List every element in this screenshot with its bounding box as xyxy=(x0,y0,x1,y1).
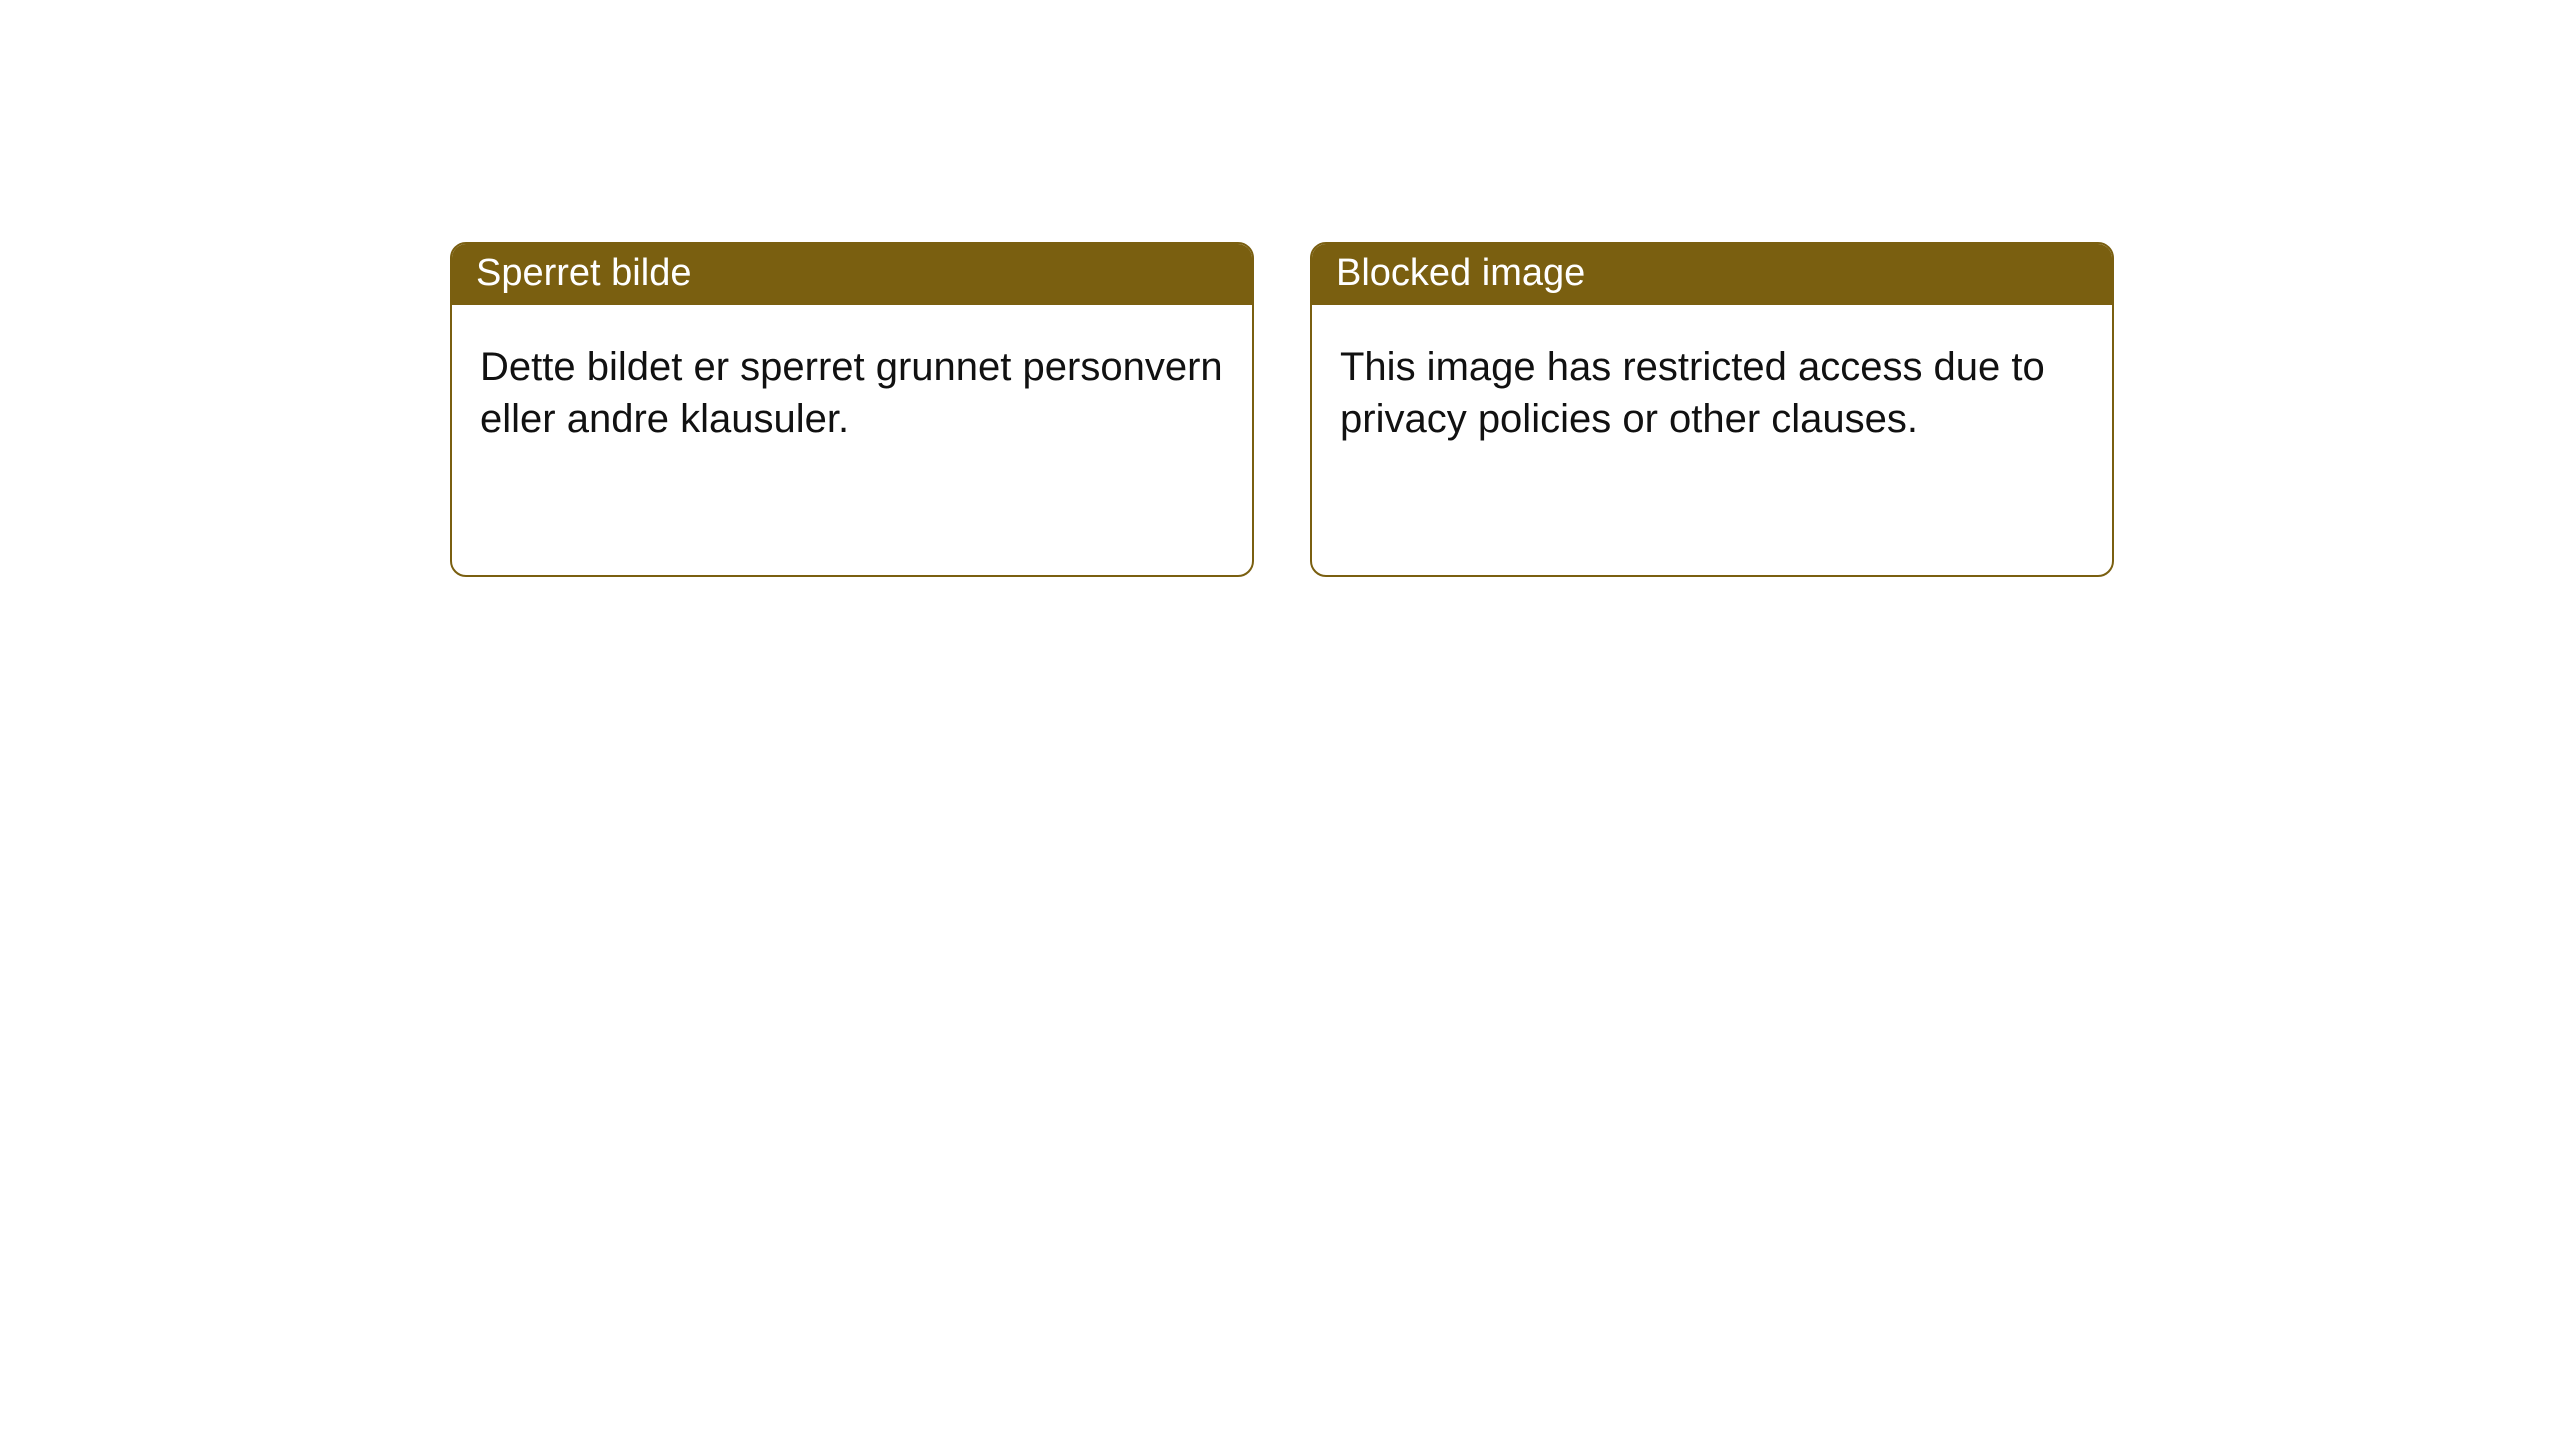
notice-card-norwegian: Sperret bilde Dette bildet er sperret gr… xyxy=(450,242,1254,577)
card-body-norwegian: Dette bildet er sperret grunnet personve… xyxy=(452,305,1252,575)
card-body-english: This image has restricted access due to … xyxy=(1312,305,2112,575)
notice-cards-container: Sperret bilde Dette bildet er sperret gr… xyxy=(0,0,2560,577)
notice-card-english: Blocked image This image has restricted … xyxy=(1310,242,2114,577)
card-title-norwegian: Sperret bilde xyxy=(452,244,1252,305)
card-title-english: Blocked image xyxy=(1312,244,2112,305)
